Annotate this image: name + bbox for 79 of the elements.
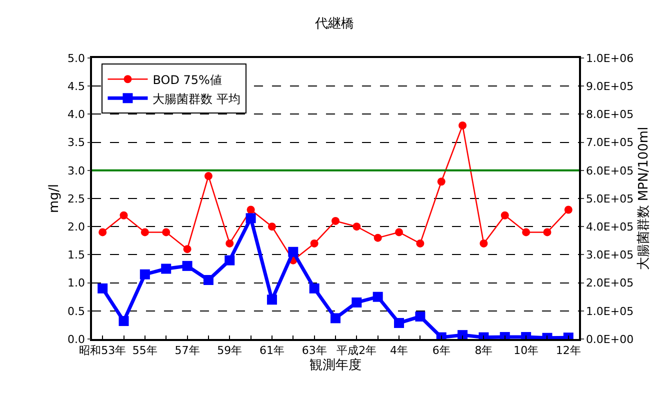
y2-tick-label: 4.0E+05 (586, 220, 634, 234)
y-tick-label: 0.5 (68, 304, 86, 318)
point (309, 283, 320, 294)
y-tick-label: 5.0 (68, 52, 86, 65)
point (352, 222, 361, 231)
x-tick-label: 8年 (474, 344, 493, 357)
point (372, 292, 383, 302)
y-tick-label: 3.5 (68, 136, 86, 150)
x-tick-label: 平成2年 (336, 344, 377, 357)
point (120, 211, 128, 220)
point (564, 206, 572, 214)
point (226, 239, 234, 248)
chart-title: 代継橋 (314, 16, 354, 32)
y-tick-label: 3.0 (68, 164, 86, 178)
legend-label: 大腸菌群数 平均 (152, 92, 241, 106)
y2-tick-label: 7.0E+05 (586, 136, 634, 150)
point (140, 269, 150, 280)
x-tick-label: 57年 (174, 344, 200, 357)
point (543, 228, 552, 236)
point (416, 239, 424, 248)
point (161, 264, 172, 274)
point (310, 239, 318, 248)
x-tick-label: 10年 (514, 344, 539, 357)
y2-axis-title: 大腸菌群数 MPN/100ml (636, 126, 652, 270)
legend-label: BOD 75%値 (152, 72, 222, 87)
y-tick-label: 2.0 (68, 220, 86, 234)
x-tick-label: 59年 (217, 344, 242, 357)
x-tick-label: 4年 (390, 344, 408, 357)
point (288, 246, 298, 257)
y2-tick-label: 1.0E+05 (586, 304, 634, 318)
y-tick-label: 4.5 (68, 80, 86, 93)
y2-tick-label: 1.0E+06 (586, 52, 634, 65)
point (162, 228, 170, 236)
point (246, 213, 256, 224)
x-tick-label: 55年 (132, 344, 158, 357)
y-tick-label: 2.5 (68, 192, 86, 206)
x-tick-label: 12年 (556, 344, 581, 357)
point (98, 283, 108, 294)
y2-tick-label: 3.0E+05 (586, 248, 634, 262)
point (458, 330, 468, 339)
point (183, 245, 192, 254)
point (500, 211, 509, 220)
y-tick-label: 1.0 (68, 276, 86, 290)
point (458, 121, 467, 130)
point (332, 216, 340, 225)
x-tick-label: 63年 (302, 344, 327, 357)
point (415, 312, 426, 322)
point (352, 297, 362, 308)
point (246, 206, 255, 214)
point (480, 239, 488, 248)
y2-tick-label: 9.0E+05 (586, 80, 634, 93)
x-tick-label: 6年 (432, 344, 450, 357)
point (224, 255, 235, 266)
point (118, 316, 129, 326)
y-tick-label: 1.5 (68, 248, 86, 262)
point (394, 318, 404, 328)
y2-tick-label: 8.0E+05 (586, 108, 634, 122)
y2-tick-label: 2.0E+05 (586, 276, 634, 290)
point (98, 228, 107, 236)
y2-tick-label: 5.0E+05 (586, 192, 634, 206)
point (140, 228, 149, 236)
point (204, 172, 212, 180)
point (268, 222, 276, 231)
y2-tick-label: 0.0E+00 (586, 332, 634, 346)
point (437, 178, 446, 186)
point (374, 234, 382, 242)
point (395, 228, 404, 236)
point (266, 294, 277, 305)
point (522, 228, 530, 236)
point (182, 260, 192, 271)
y-tick-label: 0.0 (68, 332, 86, 346)
x-axis-title: 観測年度 (310, 357, 362, 374)
x-tick-label: 61年 (259, 344, 284, 357)
x-tick-label: 昭和53年 (79, 344, 126, 357)
y2-tick-label: 6.0E+05 (586, 164, 634, 178)
point (203, 274, 214, 285)
point (330, 313, 340, 324)
y-axis-title: mg/l (47, 184, 62, 213)
y-tick-label: 4.0 (68, 108, 86, 122)
